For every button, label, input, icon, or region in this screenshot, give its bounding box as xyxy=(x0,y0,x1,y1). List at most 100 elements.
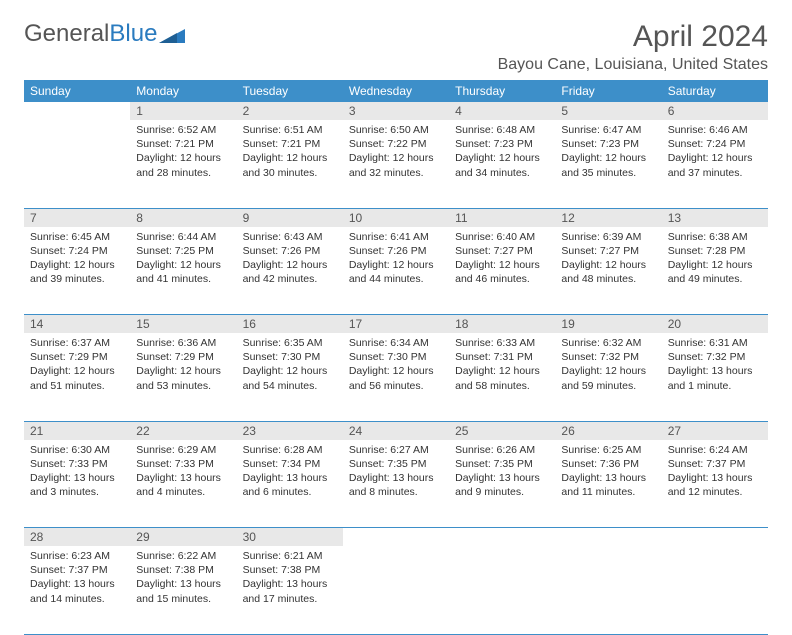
day-details: Sunrise: 6:23 AMSunset: 7:37 PMDaylight:… xyxy=(24,546,130,612)
weekday-header: Saturday xyxy=(662,80,768,102)
daylight-text: Daylight: 12 hours and 46 minutes. xyxy=(455,258,549,286)
day-details: Sunrise: 6:43 AMSunset: 7:26 PMDaylight:… xyxy=(237,227,343,293)
sunrise-text: Sunrise: 6:32 AM xyxy=(561,336,655,350)
sunrise-text: Sunrise: 6:52 AM xyxy=(136,123,230,137)
day-number-cell: 9 xyxy=(237,208,343,227)
day-body-row: Sunrise: 6:45 AMSunset: 7:24 PMDaylight:… xyxy=(24,227,768,315)
day-number-cell: 15 xyxy=(130,315,236,334)
daylight-text: Daylight: 12 hours and 48 minutes. xyxy=(561,258,655,286)
sunset-text: Sunset: 7:36 PM xyxy=(561,457,655,471)
day-number-cell: 28 xyxy=(24,528,130,547)
sunrise-text: Sunrise: 6:43 AM xyxy=(243,230,337,244)
daylight-text: Daylight: 12 hours and 56 minutes. xyxy=(349,364,443,392)
daylight-text: Daylight: 12 hours and 39 minutes. xyxy=(30,258,124,286)
day-number-cell: 13 xyxy=(662,208,768,227)
sunset-text: Sunset: 7:32 PM xyxy=(668,350,762,364)
day-number-cell: 1 xyxy=(130,102,236,120)
day-number-cell: 23 xyxy=(237,421,343,440)
sunrise-text: Sunrise: 6:34 AM xyxy=(349,336,443,350)
sunset-text: Sunset: 7:29 PM xyxy=(136,350,230,364)
sunrise-text: Sunrise: 6:31 AM xyxy=(668,336,762,350)
day-details: Sunrise: 6:36 AMSunset: 7:29 PMDaylight:… xyxy=(130,333,236,399)
daylight-text: Daylight: 13 hours and 15 minutes. xyxy=(136,577,230,605)
day-number-cell: 8 xyxy=(130,208,236,227)
day-details: Sunrise: 6:41 AMSunset: 7:26 PMDaylight:… xyxy=(343,227,449,293)
day-body-cell: Sunrise: 6:45 AMSunset: 7:24 PMDaylight:… xyxy=(24,227,130,315)
day-details: Sunrise: 6:51 AMSunset: 7:21 PMDaylight:… xyxy=(237,120,343,186)
sunrise-text: Sunrise: 6:39 AM xyxy=(561,230,655,244)
daylight-text: Daylight: 13 hours and 3 minutes. xyxy=(30,471,124,499)
day-body-cell: Sunrise: 6:26 AMSunset: 7:35 PMDaylight:… xyxy=(449,440,555,528)
day-details: Sunrise: 6:38 AMSunset: 7:28 PMDaylight:… xyxy=(662,227,768,293)
sunset-text: Sunset: 7:35 PM xyxy=(455,457,549,471)
daylight-text: Daylight: 12 hours and 41 minutes. xyxy=(136,258,230,286)
daylight-text: Daylight: 13 hours and 11 minutes. xyxy=(561,471,655,499)
day-body-cell: Sunrise: 6:22 AMSunset: 7:38 PMDaylight:… xyxy=(130,546,236,634)
day-number-cell: 12 xyxy=(555,208,661,227)
day-number-row: 78910111213 xyxy=(24,208,768,227)
day-details: Sunrise: 6:46 AMSunset: 7:24 PMDaylight:… xyxy=(662,120,768,186)
day-body-cell: Sunrise: 6:51 AMSunset: 7:21 PMDaylight:… xyxy=(237,120,343,208)
day-number-cell xyxy=(555,528,661,547)
daylight-text: Daylight: 13 hours and 14 minutes. xyxy=(30,577,124,605)
sunset-text: Sunset: 7:37 PM xyxy=(668,457,762,471)
sunrise-text: Sunrise: 6:25 AM xyxy=(561,443,655,457)
day-details: Sunrise: 6:44 AMSunset: 7:25 PMDaylight:… xyxy=(130,227,236,293)
sunrise-text: Sunrise: 6:36 AM xyxy=(136,336,230,350)
day-number-cell: 29 xyxy=(130,528,236,547)
day-body-cell: Sunrise: 6:50 AMSunset: 7:22 PMDaylight:… xyxy=(343,120,449,208)
sunrise-text: Sunrise: 6:35 AM xyxy=(243,336,337,350)
sunrise-text: Sunrise: 6:38 AM xyxy=(668,230,762,244)
day-number-cell: 17 xyxy=(343,315,449,334)
day-number-cell: 7 xyxy=(24,208,130,227)
sunset-text: Sunset: 7:29 PM xyxy=(30,350,124,364)
day-number-cell: 24 xyxy=(343,421,449,440)
sunset-text: Sunset: 7:38 PM xyxy=(243,563,337,577)
day-body-cell: Sunrise: 6:38 AMSunset: 7:28 PMDaylight:… xyxy=(662,227,768,315)
daylight-text: Daylight: 13 hours and 6 minutes. xyxy=(243,471,337,499)
sunset-text: Sunset: 7:33 PM xyxy=(30,457,124,471)
day-details: Sunrise: 6:52 AMSunset: 7:21 PMDaylight:… xyxy=(130,120,236,186)
day-number-cell: 20 xyxy=(662,315,768,334)
sunset-text: Sunset: 7:26 PM xyxy=(243,244,337,258)
sunrise-text: Sunrise: 6:51 AM xyxy=(243,123,337,137)
sunset-text: Sunset: 7:34 PM xyxy=(243,457,337,471)
sunrise-text: Sunrise: 6:50 AM xyxy=(349,123,443,137)
sunrise-text: Sunrise: 6:23 AM xyxy=(30,549,124,563)
sunset-text: Sunset: 7:32 PM xyxy=(561,350,655,364)
sunrise-text: Sunrise: 6:28 AM xyxy=(243,443,337,457)
day-number-cell: 16 xyxy=(237,315,343,334)
day-body-cell: Sunrise: 6:47 AMSunset: 7:23 PMDaylight:… xyxy=(555,120,661,208)
day-details: Sunrise: 6:28 AMSunset: 7:34 PMDaylight:… xyxy=(237,440,343,506)
day-number-cell xyxy=(343,528,449,547)
day-details: Sunrise: 6:27 AMSunset: 7:35 PMDaylight:… xyxy=(343,440,449,506)
day-body-cell: Sunrise: 6:44 AMSunset: 7:25 PMDaylight:… xyxy=(130,227,236,315)
daylight-text: Daylight: 13 hours and 4 minutes. xyxy=(136,471,230,499)
location: Bayou Cane, Louisiana, United States xyxy=(498,56,768,74)
day-body-cell: Sunrise: 6:30 AMSunset: 7:33 PMDaylight:… xyxy=(24,440,130,528)
day-details: Sunrise: 6:34 AMSunset: 7:30 PMDaylight:… xyxy=(343,333,449,399)
day-details: Sunrise: 6:47 AMSunset: 7:23 PMDaylight:… xyxy=(555,120,661,186)
calendar-table: Sunday Monday Tuesday Wednesday Thursday… xyxy=(24,80,768,635)
daylight-text: Daylight: 12 hours and 58 minutes. xyxy=(455,364,549,392)
day-body-cell: Sunrise: 6:32 AMSunset: 7:32 PMDaylight:… xyxy=(555,333,661,421)
sunrise-text: Sunrise: 6:37 AM xyxy=(30,336,124,350)
calendar-body: 123456Sunrise: 6:52 AMSunset: 7:21 PMDay… xyxy=(24,102,768,634)
day-body-cell: Sunrise: 6:34 AMSunset: 7:30 PMDaylight:… xyxy=(343,333,449,421)
daylight-text: Daylight: 12 hours and 59 minutes. xyxy=(561,364,655,392)
sunrise-text: Sunrise: 6:24 AM xyxy=(668,443,762,457)
day-details: Sunrise: 6:50 AMSunset: 7:22 PMDaylight:… xyxy=(343,120,449,186)
day-body-cell: Sunrise: 6:40 AMSunset: 7:27 PMDaylight:… xyxy=(449,227,555,315)
day-number-cell: 4 xyxy=(449,102,555,120)
sunset-text: Sunset: 7:23 PM xyxy=(561,137,655,151)
weekday-header: Friday xyxy=(555,80,661,102)
day-number-row: 282930 xyxy=(24,528,768,547)
day-details: Sunrise: 6:33 AMSunset: 7:31 PMDaylight:… xyxy=(449,333,555,399)
day-body-cell: Sunrise: 6:35 AMSunset: 7:30 PMDaylight:… xyxy=(237,333,343,421)
day-body-cell xyxy=(449,546,555,634)
sunset-text: Sunset: 7:27 PM xyxy=(561,244,655,258)
day-number-cell: 6 xyxy=(662,102,768,120)
sunset-text: Sunset: 7:24 PM xyxy=(30,244,124,258)
weekday-header: Sunday xyxy=(24,80,130,102)
day-body-cell: Sunrise: 6:31 AMSunset: 7:32 PMDaylight:… xyxy=(662,333,768,421)
